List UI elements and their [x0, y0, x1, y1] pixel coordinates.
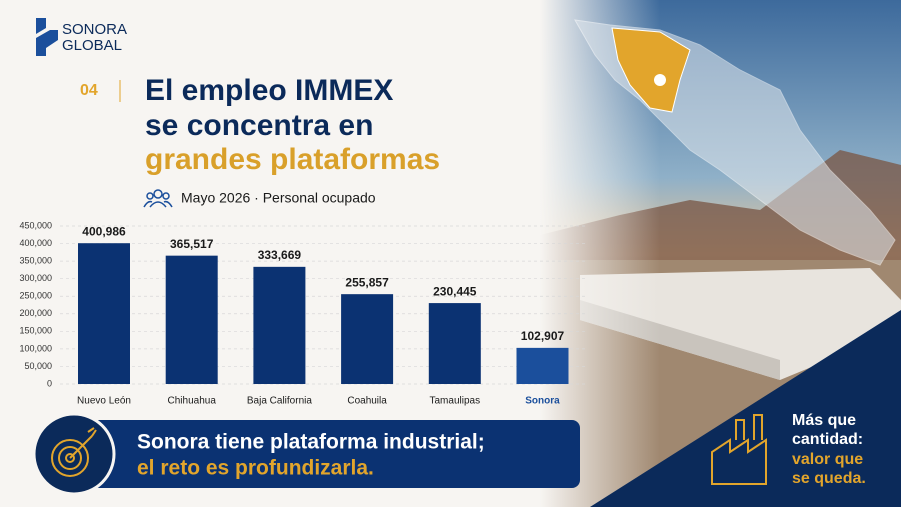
bar	[341, 294, 394, 384]
banner	[50, 420, 580, 488]
y-tick-label: 50,000	[24, 361, 52, 371]
banner-text: Sonora tiene plataforma industrial;	[137, 431, 485, 454]
section-number: 04	[80, 82, 98, 99]
title-highlight: grandes plataformas	[145, 143, 440, 176]
map-sonora	[611, 27, 691, 113]
x-tick-label: Sonora	[525, 396, 560, 407]
value-label: 255,857	[345, 275, 389, 289]
bar	[165, 255, 218, 384]
map-pin	[654, 74, 666, 86]
bar	[428, 303, 481, 384]
value-label: 230,445	[433, 284, 477, 298]
y-tick-label: 350,000	[19, 255, 52, 265]
corner-text: Más que	[792, 412, 856, 429]
y-tick-label: 250,000	[19, 291, 52, 301]
corner-text: cantidad:	[792, 431, 863, 448]
y-tick-label: 0	[47, 378, 52, 388]
bar	[516, 347, 569, 384]
y-tick-label: 300,000	[19, 273, 52, 283]
bar	[253, 266, 306, 384]
y-tick-label: 400,000	[19, 238, 52, 248]
people-icon	[143, 189, 173, 208]
y-tick-label: 150,000	[19, 326, 52, 336]
y-tick-label: 200,000	[19, 308, 52, 318]
y-tick-label: 450,000	[19, 220, 52, 230]
title: El empleo IMMEX	[145, 74, 393, 107]
value-label: 102,907	[521, 329, 565, 343]
bar	[78, 243, 130, 384]
x-tick-label: Chihuahua	[168, 396, 217, 407]
brand-text: SONORA	[62, 21, 127, 38]
chart: 0 50,000 100,000 150,000 200,000 250,000 300,0…	[19, 220, 586, 407]
x-tick-label: Nuevo León	[77, 396, 131, 407]
value-label: 400,986	[82, 224, 126, 238]
logo-mark	[36, 18, 58, 56]
corner-text: valor que	[792, 451, 863, 468]
value-label: 333,669	[258, 248, 302, 262]
subtitle: Mayo 2026 · Personal ocupado	[181, 190, 376, 206]
target-icon	[51, 427, 97, 477]
corner-panel	[590, 310, 901, 507]
banner-text: el reto es profundizarla.	[137, 457, 374, 480]
x-tick-label: Tamaulipas	[430, 396, 481, 407]
y-tick-label: 100,000	[19, 343, 52, 353]
value-label: 365,517	[170, 237, 214, 251]
title: se concentra en	[145, 109, 373, 142]
x-tick-label: Coahuila	[347, 396, 387, 407]
factory-icon	[711, 414, 767, 485]
warehouse	[580, 268, 901, 380]
corner-text: se queda.	[792, 470, 866, 487]
x-tick-label: Baja California	[247, 396, 312, 407]
brand-text: GLOBAL	[62, 37, 122, 54]
